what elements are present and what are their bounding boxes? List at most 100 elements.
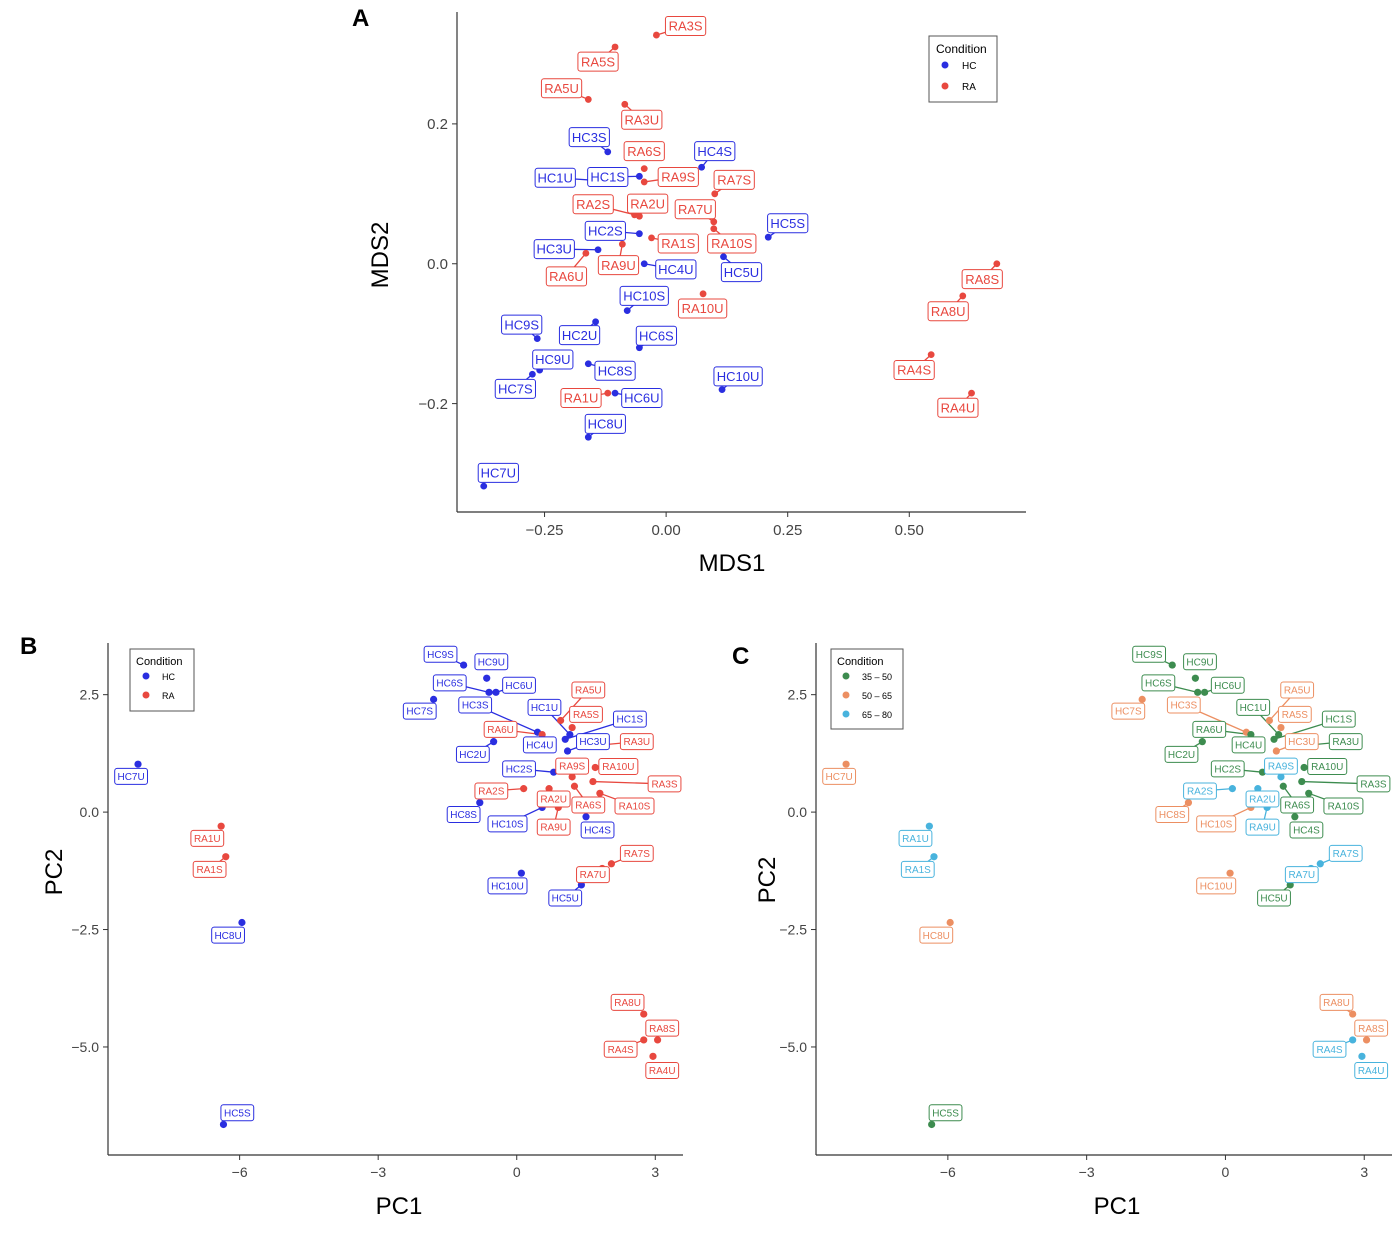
panel-c-point-ra2s — [1228, 785, 1236, 793]
panel-b-point-ra5s — [568, 723, 576, 732]
panel-a-points — [480, 31, 1001, 490]
panel-c-label-box-ra3u — [1328, 733, 1363, 751]
panel-c-point-hc2u — [1198, 738, 1206, 746]
panel-c-point-hc1u — [1275, 730, 1283, 739]
panel-b-point-ra6s — [570, 782, 579, 790]
panel-b-ticks: −6 −3 0 3 −5.0 −2.5 0.0 2.5 — [71, 687, 659, 1180]
panel-a-label-ra4s: RA4S — [897, 363, 931, 378]
panel-c-point-hc1s — [1270, 735, 1278, 743]
panel-a-label-ra6u: RA6U — [549, 269, 584, 284]
panel-c-point-hc6u — [1201, 688, 1209, 696]
panel-a-y-title: MDS2 — [367, 222, 394, 289]
panel-c-y-tick-label: 0.0 — [788, 804, 808, 820]
panel-b-point-hc5s — [219, 1120, 228, 1129]
panel-b-label-ra5u: RA5U — [575, 686, 602, 697]
panel-c-point-ra4s — [1349, 1036, 1357, 1044]
panel-c-label-box-ra7u — [1284, 866, 1319, 884]
panel-b-label-ra7s: RA7S — [624, 849, 650, 860]
panel-c-label-hc1u: HC1U — [1240, 703, 1267, 714]
panel-c-point-ra8s — [1362, 1036, 1371, 1044]
panel-c-pca-age: C PC1 PC2 −6 −3 0 3−5.0−2.50.02.5 HC9SHC9UH… — [732, 643, 1392, 1220]
panel-c-label-box-ra8u — [1319, 993, 1354, 1011]
panel-a-label-box-ra10u — [677, 298, 728, 319]
panel-a-label-hc8u: HC8U — [588, 417, 623, 432]
panel-a-label-box-ra3u — [621, 109, 663, 130]
panel-b-label-box-ra8u — [610, 993, 645, 1011]
panel-a-point-hc10u — [718, 386, 726, 394]
panel-b-label-ra9s: RA9S — [559, 762, 585, 773]
panel-b-label-box-hc10u — [487, 877, 528, 895]
panel-b-legend-swatch-ra — [142, 691, 150, 699]
panel-a-label-hc10s: HC10S — [623, 289, 665, 304]
panel-b-label-box-hc5u — [548, 889, 583, 907]
panel-c-x-tick-label: −3 — [1079, 1164, 1095, 1180]
panel-b-y-title: PC2 — [41, 849, 68, 896]
panel-a-y-tick-label: 0.2 — [427, 116, 448, 133]
panel-b-label-hc8s: HC8S — [450, 810, 477, 821]
panel-b-legend-box — [129, 648, 195, 712]
panel-a-label-box-hc6s — [635, 325, 678, 346]
panel-b-point-hc1s — [561, 735, 569, 743]
panel-b-legend: Condition HC RA — [129, 648, 195, 712]
panel-a-point-hc9s — [533, 335, 541, 342]
panel-c-legend-label-35-50: 35 – 50 — [862, 672, 892, 682]
panel-c-point-hc4s — [1291, 813, 1299, 821]
panel-c-label-box-hc3s — [1166, 696, 1201, 714]
panel-b-point-hc1u — [566, 730, 574, 739]
panel-b-label-box-hc3s — [458, 696, 493, 714]
panel-c-ticks: −6 −3 0 3 −5.0 −2.5 0.0 2.5 — [779, 687, 1368, 1180]
panel-b-label-hc7u: HC7U — [117, 772, 144, 783]
panel-c-label-box-ra1s — [900, 860, 935, 878]
panel-c-label-hc10s: HC10S — [1200, 819, 1233, 830]
panel-b-point-hc7u — [134, 760, 142, 768]
panel-c-label-hc1s: HC1S — [1325, 715, 1352, 726]
panel-b-label-hc3s: HC3S — [462, 701, 489, 712]
panel-a-label-hc2s: HC2S — [588, 224, 623, 239]
panel-b-y-tick-label: 2.5 — [80, 687, 100, 703]
panel-b-label-ra5s: RA5S — [573, 710, 599, 721]
panel-c-labels: HC9S HC9U HC6S HC6U HC7S HC3S RA5U HC1U RA5S HC1S… — [822, 645, 1391, 1122]
panel-a-label-box-ra10s — [707, 233, 757, 254]
panel-a-label-ra8u: RA8U — [931, 304, 966, 319]
panel-c-label-ra7s: RA7S — [1333, 849, 1359, 860]
panel-c-label-hc4u: HC4U — [1235, 741, 1262, 752]
panel-a-point-ra7u — [710, 218, 718, 226]
panel-c-label-hc10u: HC10U — [1200, 881, 1233, 892]
panel-b-label-box-hc1s — [612, 710, 647, 728]
panel-b-label-box-ra7u — [576, 866, 610, 884]
panel-b-label-ra4u: RA4U — [649, 1066, 676, 1077]
panel-b-point-hc7s — [430, 695, 438, 703]
panel-c-label-hc5s: HC5S — [932, 1108, 959, 1119]
panel-a-label-box-hc2u — [558, 325, 601, 346]
panel-c-legend-label-50-65: 50 – 65 — [862, 691, 892, 701]
panel-b-label-box-hc8s — [446, 805, 481, 823]
panel-c-letter: C — [732, 643, 749, 670]
panel-a-label-box-hc3s — [568, 127, 610, 148]
panel-c-label-box-ra9u — [1245, 818, 1280, 836]
panel-a-label-hc2u: HC2U — [562, 328, 597, 343]
panel-b-point-ra2s — [520, 785, 528, 793]
panel-b-point-ra1s — [222, 853, 230, 861]
panel-c-label-hc5u: HC5U — [1260, 894, 1287, 905]
panel-b-point-hc6s — [485, 688, 493, 696]
panel-b-point-ra1u — [217, 822, 225, 830]
panel-a-mds-plot: A MDS1 MDS2 −0.25 0.00 0.25 0.50−0.20.00.2 … — [352, 5, 1026, 577]
panel-b-y-tick-label: −2.5 — [71, 921, 99, 937]
panel-c-label-box-ra5u — [1280, 681, 1315, 699]
panel-c-label-ra9u: RA9U — [1249, 823, 1276, 834]
panel-b-label-ra7u: RA7U — [580, 870, 607, 881]
panel-b-point-ra5u — [557, 716, 565, 725]
panel-c-label-box-ra9s — [1264, 757, 1298, 775]
panel-a-label-ra6s: RA6S — [627, 144, 661, 159]
panel-a-point-ra6u — [582, 249, 590, 257]
panel-b-point-ra10u — [591, 763, 599, 772]
panel-b-point-hc8u — [238, 918, 246, 927]
panel-a-label-box-hc8u — [584, 413, 626, 434]
panel-a-label-ra3s: RA3S — [669, 19, 703, 34]
panel-c-label-box-hc9s — [1132, 645, 1167, 663]
panel-a-label-box-ra8u — [927, 301, 969, 322]
panel-b-legend-label-hc: HC — [162, 672, 175, 682]
panel-c-label-ra6u: RA6U — [1196, 725, 1223, 736]
panel-c-label-ra10s: RA10S — [1328, 802, 1360, 813]
